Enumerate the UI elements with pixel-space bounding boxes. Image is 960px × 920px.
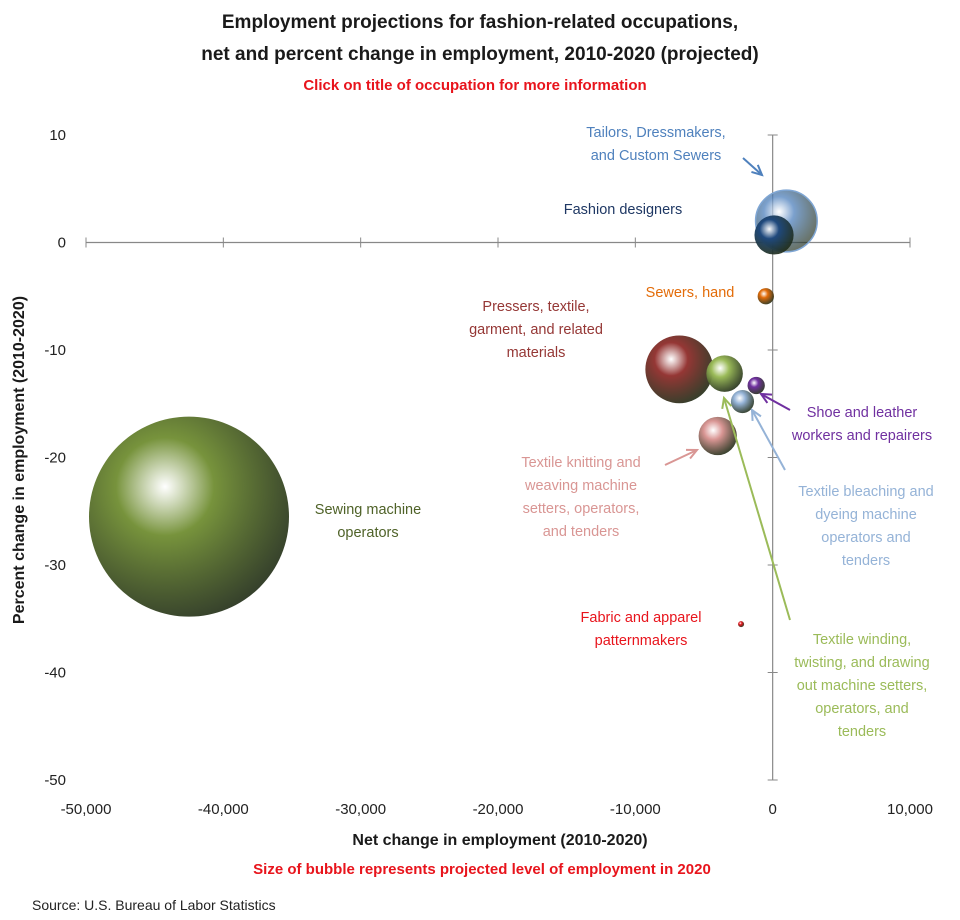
label-line: Textile knitting and xyxy=(521,455,640,471)
y-tick-label: -30 xyxy=(44,557,66,574)
y-tick-label: 0 xyxy=(58,235,66,252)
bubbles xyxy=(89,189,818,628)
label-line: and tenders xyxy=(543,524,620,540)
label-line: Shoe and leather xyxy=(807,405,918,421)
arrow-head xyxy=(721,395,733,410)
y-tick-label: -50 xyxy=(44,772,66,789)
arrow-textile-knitting-and-weaving-machine-setters-operators-and-tenders xyxy=(664,449,698,466)
arrow-textile-winding-twisting-and-drawing-out-machine-setters-operators-and-tenders xyxy=(723,397,791,621)
label-line: tenders xyxy=(838,724,886,740)
bubble-fabric-and-apparel-patternmakers xyxy=(738,621,745,628)
arrow-shoe-and-leather-workers-and-repairers xyxy=(760,393,791,411)
label-line: materials xyxy=(507,345,566,361)
bubble-pressers-textile-garment-and-related-materials xyxy=(645,335,714,404)
y-tick-labels: 10 0 -10 -20 -30 -40 -50 xyxy=(44,127,66,789)
arrow-head xyxy=(685,448,700,460)
label-line: out machine setters, xyxy=(797,678,928,694)
label-line: twisting, and drawing xyxy=(794,655,929,671)
label-line: Textile winding, xyxy=(813,632,911,648)
x-tick-labels: -50,000 -40,000 -30,000 -20,000 -10,000 0 10,0… xyxy=(61,801,933,818)
label-line: tenders xyxy=(842,553,890,569)
bubble-size-note: Size of bubble represents projected leve… xyxy=(253,861,711,878)
bubble-textile-winding-twisting-and-drawing-out-machine-setters-operators-and-tenders xyxy=(706,355,743,392)
label-line: workers and repairers xyxy=(791,428,932,444)
chart-title-line-2: net and percent change in employment, 20… xyxy=(201,44,759,65)
label-line: operators xyxy=(337,525,398,541)
label-sewing-machine-operators[interactable]: Sewing machine operators xyxy=(315,502,421,541)
y-tick-label: -20 xyxy=(44,450,66,467)
chart-title-line-1: Employment projections for fashion-relat… xyxy=(222,12,738,33)
label-line: Sewing machine xyxy=(315,502,421,518)
label-line: patternmakers xyxy=(595,633,688,649)
chart-subtitle: Click on title of occupation for more in… xyxy=(303,77,646,94)
label-line: Sewers, hand xyxy=(646,285,735,301)
arrow-head xyxy=(758,392,773,404)
y-tick-label: -10 xyxy=(44,342,66,359)
arrow-head xyxy=(751,164,764,177)
x-tick-label: -30,000 xyxy=(335,801,386,818)
label-line: operators and xyxy=(821,530,910,546)
leader-arrows xyxy=(664,157,791,621)
arrow-tailors-dressmakers-and-custom-sewers xyxy=(742,157,763,176)
label-textile-winding-twisting-and-drawing-out-machine-setters-operators-and-tenders[interactable]: Textile winding, twisting, and drawing out… xyxy=(794,632,929,740)
label-line: weaving machine xyxy=(524,478,637,494)
label-line: Pressers, textile, xyxy=(482,299,589,315)
bubble-textile-bleaching-and-dyeing-machine-operators-and-tenders xyxy=(730,390,755,414)
y-tick-label: -40 xyxy=(44,665,66,682)
label-pressers-textile-garment-and-related-materials[interactable]: Pressers, textile, garment, and related ma… xyxy=(469,299,603,361)
label-line: garment, and related xyxy=(469,322,603,338)
label-line: setters, operators, xyxy=(523,501,640,517)
x-tick-label: 10,000 xyxy=(887,801,933,818)
x-tick-label: -50,000 xyxy=(61,801,112,818)
x-tick-label: -20,000 xyxy=(473,801,524,818)
label-textile-bleaching-and-dyeing-machine-operators-and-tenders[interactable]: Textile bleaching and dyeing machine opera… xyxy=(798,484,933,569)
label-fashion-designers[interactable]: Fashion designers xyxy=(564,202,683,218)
label-tailors-dressmakers-and-custom-sewers[interactable]: Tailors, Dressmakers, and Custom Sewers xyxy=(586,125,725,164)
label-line: and Custom Sewers xyxy=(591,148,722,164)
label-line: Fashion designers xyxy=(564,202,683,218)
label-fabric-and-apparel-patternmakers[interactable]: Fabric and apparel patternmakers xyxy=(581,610,702,649)
bubble-labels: Tailors, Dressmakers, and Custom Sewers Fa… xyxy=(315,125,934,740)
bubble-sewers-hand xyxy=(757,288,774,305)
bubble-textile-knitting-and-weaving-machine-setters-operators-and-tenders xyxy=(698,416,737,456)
x-tick-label: 0 xyxy=(768,801,776,818)
x-tick-label: -10,000 xyxy=(610,801,661,818)
label-shoe-and-leather-workers-and-repairers[interactable]: Shoe and leather workers and repairers xyxy=(791,405,932,444)
x-tick-label: -40,000 xyxy=(198,801,249,818)
label-line: dyeing machine xyxy=(815,507,917,523)
source-note: Source: U.S. Bureau of Labor Statistics xyxy=(32,897,276,913)
bubble-sewing-machine-operators xyxy=(89,416,289,617)
y-axis-title: Percent change in employment (2010-2020) xyxy=(11,296,28,624)
bubble-shoe-and-leather-workers-and-repairers xyxy=(747,376,765,395)
x-axis-title: Net change in employment (2010-2020) xyxy=(352,832,647,849)
arrow-textile-bleaching-and-dyeing-machine-operators-and-tenders xyxy=(751,409,786,471)
label-sewers-hand[interactable]: Sewers, hand xyxy=(646,285,735,301)
label-line: Fabric and apparel xyxy=(581,610,702,626)
label-line: operators, and xyxy=(815,701,909,717)
bubble-fashion-designers xyxy=(754,215,794,255)
label-line: Tailors, Dressmakers, xyxy=(586,125,725,141)
label-line: Textile bleaching and xyxy=(798,484,933,500)
label-textile-knitting-and-weaving-machine-setters-operators-and-tenders[interactable]: Textile knitting and weaving machine sette… xyxy=(521,455,640,540)
arrow-head xyxy=(750,407,762,422)
y-tick-label: 10 xyxy=(49,127,66,144)
